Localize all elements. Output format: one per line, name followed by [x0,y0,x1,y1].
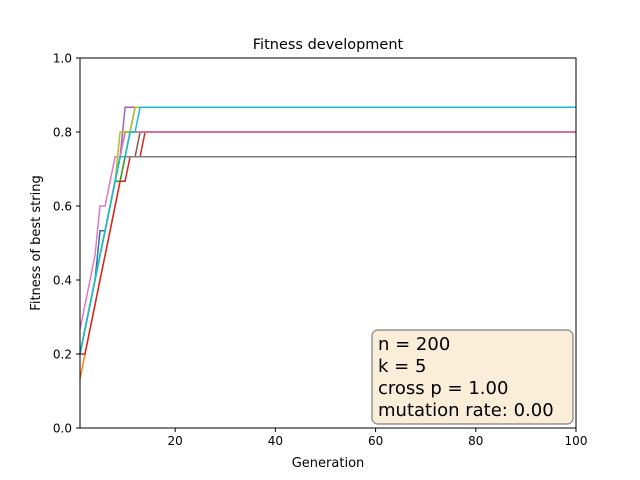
annotation-box: n = 200 k = 5 cross p = 1.00 mutation ra… [371,329,574,425]
annotation-line: cross p = 1.00 [378,378,508,399]
x-tick-label: 100 [565,434,588,448]
series-line [79,131,576,330]
x-tick-label: 80 [468,434,483,448]
x-tick-label: 60 [368,434,383,448]
y-tick-label: 0.0 [53,422,72,436]
y-tick-label: 0.8 [53,126,72,140]
y-tick-label: 1.0 [53,52,72,66]
ticks-layer: 20 40 60 80 100 0.0 0.2 0.4 0.6 0.8 1.0 [53,52,588,449]
series-layer [79,106,576,379]
y-axis-label: Fitness of best string [29,175,44,310]
series-line [79,106,576,355]
plot-frame [79,57,577,429]
annotation-line: n = 200 [378,334,450,355]
annotation-line: mutation rate: 0.00 [378,400,554,421]
annotation-line: k = 5 [378,356,426,377]
x-axis-label: Generation [292,456,365,471]
chart-title: Fitness development [253,37,404,53]
x-tick-label: 20 [168,434,183,448]
x-tick-label: 40 [268,434,283,448]
y-tick-label: 0.4 [53,274,72,288]
y-tick-label: 0.2 [53,348,72,362]
annotation-background [371,329,574,425]
y-tick-label: 0.6 [53,200,72,214]
